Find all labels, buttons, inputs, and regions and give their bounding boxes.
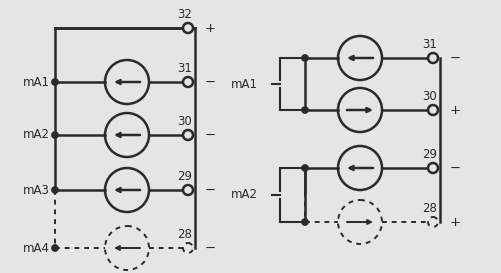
Circle shape <box>302 218 309 225</box>
Circle shape <box>183 77 193 87</box>
Text: 28: 28 <box>177 228 192 241</box>
Text: +: + <box>205 22 216 34</box>
Circle shape <box>183 185 193 195</box>
Text: −: − <box>205 242 216 254</box>
Circle shape <box>428 53 438 63</box>
Circle shape <box>52 132 59 138</box>
Circle shape <box>183 130 193 140</box>
Text: −: − <box>205 76 216 88</box>
Circle shape <box>52 186 59 194</box>
Circle shape <box>428 105 438 115</box>
Circle shape <box>302 165 309 171</box>
Text: +: + <box>450 103 461 117</box>
Text: mA2: mA2 <box>23 129 50 141</box>
Circle shape <box>302 106 309 114</box>
Circle shape <box>428 163 438 173</box>
Text: −: − <box>450 52 461 64</box>
Circle shape <box>428 217 438 227</box>
Circle shape <box>52 79 59 85</box>
Text: mA3: mA3 <box>23 183 50 197</box>
Text: 32: 32 <box>177 8 192 21</box>
Text: 31: 31 <box>422 38 437 51</box>
Text: −: − <box>450 162 461 174</box>
Text: mA1: mA1 <box>231 78 258 91</box>
Text: 30: 30 <box>177 115 192 128</box>
Text: −: − <box>205 129 216 141</box>
Text: 28: 28 <box>422 202 437 215</box>
Text: mA2: mA2 <box>231 188 258 201</box>
Text: mA4: mA4 <box>23 242 50 254</box>
Text: −: − <box>205 183 216 197</box>
Circle shape <box>183 23 193 33</box>
Text: mA1: mA1 <box>23 76 50 88</box>
Text: +: + <box>450 215 461 229</box>
Circle shape <box>183 243 193 253</box>
Circle shape <box>52 245 59 251</box>
Text: 30: 30 <box>422 90 437 103</box>
Text: 31: 31 <box>177 62 192 75</box>
Circle shape <box>302 55 309 61</box>
Text: 29: 29 <box>422 148 437 161</box>
Text: 29: 29 <box>177 170 192 183</box>
